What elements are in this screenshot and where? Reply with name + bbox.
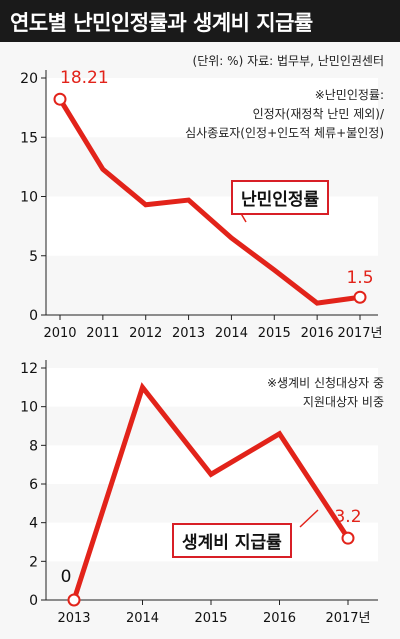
chart1-x-tick-label: 2010 (43, 326, 76, 341)
source-note: (단위: %) 자료: 법무부, 난민인권센터 (192, 54, 384, 68)
chart2-note: ※생계비 신청대상자 중 지원대상자 비중 (267, 374, 384, 412)
chart2-x-tick-label: 2017년 (325, 611, 370, 626)
chart2-y-tick-label: 0 (29, 593, 38, 609)
chart2-endpoint-marker (341, 531, 355, 545)
chart1-endpoint-marker (353, 290, 367, 304)
chart1-x-tick-label: 2017년 (337, 326, 382, 341)
page-title: 연도별 난민인정률과 생계비 지급률 (10, 11, 313, 35)
chart2-y-tick-label: 4 (29, 516, 38, 532)
chart1-data-label-last: 1.5 (346, 268, 373, 288)
chart2-y-tick-label: 12 (20, 361, 38, 377)
chart1-x-tick-label: 2015 (258, 326, 291, 341)
chart1-note-line: 인정자(재정착 난민 제외)/ (252, 107, 384, 121)
chart2-data-label-last: 3.2 (334, 507, 361, 527)
chart2-label-box: 생계비 지급률 (172, 523, 292, 558)
chart2-series-line (71, 382, 351, 601)
chart1-y-tick-label: 15 (20, 130, 38, 146)
chart1-x-tick-label: 2011 (86, 326, 119, 341)
chart2-band (46, 445, 378, 484)
chart2-x-tick-label: 2013 (57, 611, 90, 626)
chart2-data-label-first: 0 (61, 567, 72, 587)
chart1-note: ※난민인정률: 인정자(재정착 난민 제외)/ 심사종료자(인정+인도적 체류+… (185, 86, 384, 143)
chart1-y-tick-label: 0 (29, 308, 38, 324)
chart1-y-tick-label: 5 (29, 249, 38, 265)
chart2-y-tick-label: 8 (29, 438, 38, 454)
chart2-x-tick-label: 2014 (126, 611, 159, 626)
chart1-x-tick-label: 2016 (301, 326, 334, 341)
chart1-note-line: ※난민인정률: (314, 88, 384, 102)
chart2-y-tick-label: 6 (29, 477, 38, 493)
chart2-band (46, 368, 378, 407)
chart1-x-tick-label: 2013 (172, 326, 205, 341)
chart2-note-line: 지원대상자 비중 (302, 395, 384, 409)
chart1-x-tick-label: 2014 (215, 326, 248, 341)
chart2-y-tick-label: 2 (29, 554, 38, 570)
chart1-note-line: 심사종료자(인정+인도적 체류+불인정) (185, 126, 384, 140)
chart1-band (46, 78, 378, 138)
chart1-series-line (57, 97, 361, 306)
chart2-y-tick-label: 10 (20, 400, 38, 416)
chart1-data-label-first: 18.21 (60, 68, 109, 88)
chart1-y-tick-label: 20 (20, 71, 38, 87)
header-bar: 연도별 난민인정률과 생계비 지급률 (0, 0, 400, 42)
chart2-x-tick-label: 2016 (263, 611, 296, 626)
chart2-label-pointer (299, 509, 319, 528)
chart1-x-tick-label: 2012 (129, 326, 162, 341)
chart2-endpoint-marker (67, 593, 81, 607)
chart1-y-tick-label: 10 (20, 190, 38, 206)
chart1-label-box: 난민인정률 (231, 180, 330, 215)
chart2-note-line: ※생계비 신청대상자 중 (266, 376, 384, 390)
chart1-endpoint-marker (53, 92, 67, 106)
chart2-x-tick-label: 2015 (194, 611, 227, 626)
